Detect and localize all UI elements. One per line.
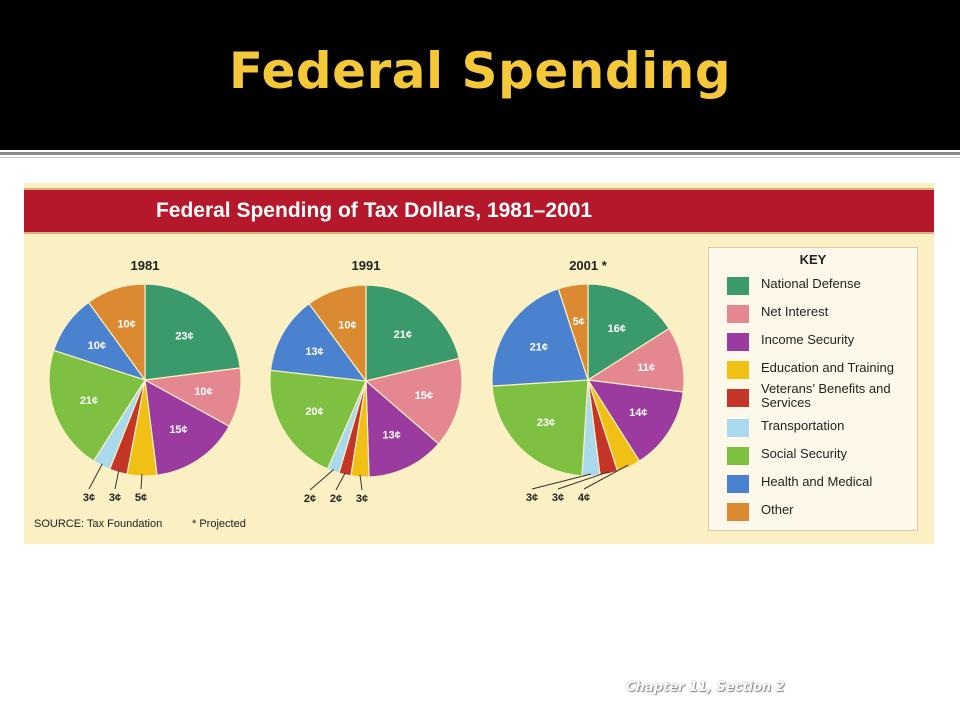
legend-swatch: [727, 389, 749, 407]
legend-swatch: [727, 277, 749, 295]
data-label: 3¢: [552, 492, 564, 504]
data-label: 5¢: [135, 492, 147, 504]
data-label: 3¢: [356, 493, 368, 505]
data-label: 10¢: [194, 386, 212, 398]
data-label: 21¢: [394, 329, 412, 341]
pie-slice: [586, 379, 684, 462]
legend: KEY National Defense Net Interest Income S…: [708, 247, 918, 531]
pie-slice: [87, 283, 146, 382]
data-label: 21¢: [80, 395, 98, 407]
data-label: 16¢: [608, 323, 626, 335]
legend-label: Social Security: [761, 446, 847, 461]
chart-title: Federal Spending of Tax Dollars, 1981–20…: [155, 199, 593, 222]
slide-header: Federal Spending: [0, 0, 960, 150]
pie-slice: [587, 283, 670, 382]
data-label: 14¢: [629, 407, 647, 419]
legend-label: Veterans’ Benefits and Services: [761, 381, 891, 410]
leader-line: [114, 470, 120, 490]
data-label: 10¢: [88, 340, 106, 352]
data-label: 21¢: [530, 342, 548, 354]
data-label: 13¢: [382, 430, 400, 442]
pie-slice: [365, 379, 440, 478]
legend-label: National Defense: [761, 276, 861, 291]
legend-swatch: [727, 361, 749, 379]
data-label: 15¢: [169, 424, 187, 436]
leader-line: [359, 474, 363, 491]
leader-line: [557, 471, 609, 490]
leader-line: [583, 464, 629, 490]
data-label: 13¢: [305, 346, 323, 358]
legend-swatch: [727, 447, 749, 465]
header-divider: [0, 152, 960, 155]
pie-year-label: 1981: [131, 258, 160, 273]
pie-charts: 1981 23¢ 10¢ 15¢ 5¢ 3¢ 3¢ 21¢ 10¢ 10¢ 1991 21¢ 15¢ 13…: [48, 258, 685, 505]
pie-slice: [491, 379, 589, 477]
chart-figure: Federal Spending of Tax Dollars, 1981–20…: [24, 183, 934, 544]
legend-label: Net Interest: [761, 304, 829, 319]
pie-slice: [144, 378, 230, 476]
data-label: 10¢: [117, 318, 135, 330]
pie-slice: [491, 287, 589, 387]
pie-slice: [557, 283, 589, 381]
data-label: 15¢: [415, 390, 433, 402]
pie-slice: [308, 284, 367, 383]
slide-title: Federal Spending: [228, 42, 732, 100]
leader-line: [88, 463, 103, 490]
pie-slice: [48, 349, 146, 462]
projected-note: * Projected: [192, 518, 246, 530]
data-label: 3¢: [83, 492, 95, 504]
leader-line: [140, 473, 143, 490]
pie-slice: [586, 327, 685, 393]
legend-label: Health and Medical: [761, 474, 873, 489]
legend-label: Education and Training: [761, 360, 894, 375]
data-label: 11¢: [637, 362, 655, 374]
legend-swatch: [727, 503, 749, 521]
leader-line: [309, 469, 335, 491]
pie-year-label: 2001 *: [569, 258, 608, 273]
leader-line: [531, 473, 592, 490]
header-divider-thin: [0, 157, 960, 158]
legend-swatch: [727, 333, 749, 351]
data-label: 23¢: [175, 330, 193, 342]
data-label: 23¢: [537, 417, 555, 429]
leader-line: [335, 472, 346, 491]
legend-swatch: [727, 419, 749, 437]
data-label: 10¢: [338, 320, 356, 332]
legend-label: Other: [761, 502, 794, 517]
data-label: 20¢: [305, 406, 323, 418]
legend-swatch: [727, 475, 749, 493]
legend-swatch: [727, 305, 749, 323]
data-label: 2¢: [304, 493, 316, 505]
slide-footer: Chapter 11, Section 2: [626, 680, 785, 695]
source-note: SOURCE: Tax Foundation: [34, 518, 163, 530]
data-label: 3¢: [526, 492, 538, 504]
legend-title: KEY: [799, 252, 827, 267]
pie-slice: [365, 284, 461, 382]
data-label: 4¢: [578, 492, 590, 504]
data-label: 2¢: [330, 493, 342, 505]
data-label: 3¢: [109, 492, 121, 504]
chart-banner: Federal Spending of Tax Dollars, 1981–20…: [24, 188, 934, 234]
pie-slice: [144, 283, 241, 381]
pie-slice: [364, 357, 463, 445]
legend-label: Income Security: [761, 332, 855, 347]
pie-year-label: 1991: [352, 258, 381, 273]
pie-slice: [269, 369, 367, 470]
data-label: 5¢: [573, 316, 585, 328]
pie-slice: [269, 302, 368, 382]
legend-label: Transportation: [761, 418, 845, 433]
